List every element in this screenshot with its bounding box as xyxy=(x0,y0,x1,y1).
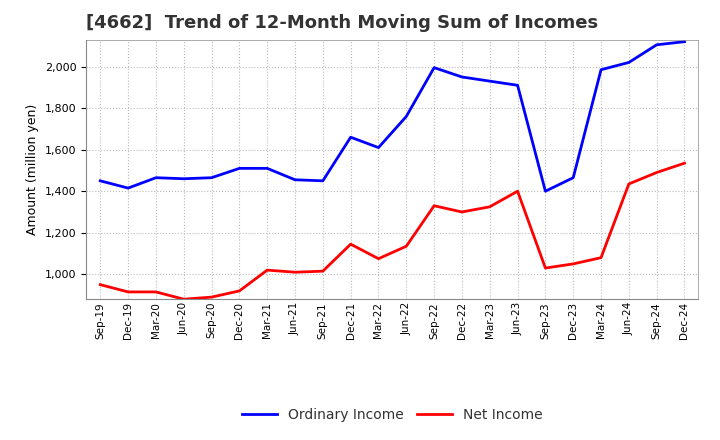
Ordinary Income xyxy=(96,178,104,183)
Net Income xyxy=(318,268,327,274)
Net Income xyxy=(291,270,300,275)
Net Income xyxy=(485,204,494,209)
Ordinary Income xyxy=(291,177,300,183)
Net Income xyxy=(680,161,689,166)
Ordinary Income xyxy=(569,175,577,180)
Ordinary Income xyxy=(541,189,550,194)
Net Income xyxy=(346,242,355,247)
Ordinary Income xyxy=(513,83,522,88)
Ordinary Income xyxy=(152,175,161,180)
Legend: Ordinary Income, Net Income: Ordinary Income, Net Income xyxy=(236,402,549,427)
Net Income xyxy=(402,244,410,249)
Ordinary Income xyxy=(318,178,327,183)
Net Income xyxy=(96,282,104,287)
Ordinary Income xyxy=(652,42,661,48)
Net Income xyxy=(458,209,467,215)
Net Income xyxy=(430,203,438,209)
Net Income xyxy=(652,170,661,175)
Y-axis label: Amount (million yen): Amount (million yen) xyxy=(27,104,40,235)
Net Income xyxy=(541,265,550,271)
Ordinary Income xyxy=(485,78,494,84)
Net Income xyxy=(569,261,577,267)
Net Income xyxy=(152,289,161,294)
Ordinary Income xyxy=(680,39,689,44)
Ordinary Income xyxy=(179,176,188,181)
Ordinary Income xyxy=(235,166,243,171)
Ordinary Income xyxy=(597,67,606,72)
Ordinary Income xyxy=(207,175,216,180)
Text: [4662]  Trend of 12-Month Moving Sum of Incomes: [4662] Trend of 12-Month Moving Sum of I… xyxy=(86,15,598,33)
Line: Net Income: Net Income xyxy=(100,163,685,299)
Ordinary Income xyxy=(346,135,355,140)
Ordinary Income xyxy=(624,60,633,65)
Net Income xyxy=(263,268,271,273)
Ordinary Income xyxy=(374,145,383,150)
Ordinary Income xyxy=(124,185,132,191)
Net Income xyxy=(124,289,132,294)
Ordinary Income xyxy=(458,74,467,80)
Line: Ordinary Income: Ordinary Income xyxy=(100,42,685,191)
Net Income xyxy=(374,256,383,261)
Net Income xyxy=(179,297,188,302)
Net Income xyxy=(597,255,606,260)
Ordinary Income xyxy=(402,114,410,119)
Net Income xyxy=(207,294,216,300)
Net Income xyxy=(235,288,243,293)
Ordinary Income xyxy=(263,166,271,171)
Ordinary Income xyxy=(430,65,438,70)
Net Income xyxy=(513,189,522,194)
Net Income xyxy=(624,181,633,187)
